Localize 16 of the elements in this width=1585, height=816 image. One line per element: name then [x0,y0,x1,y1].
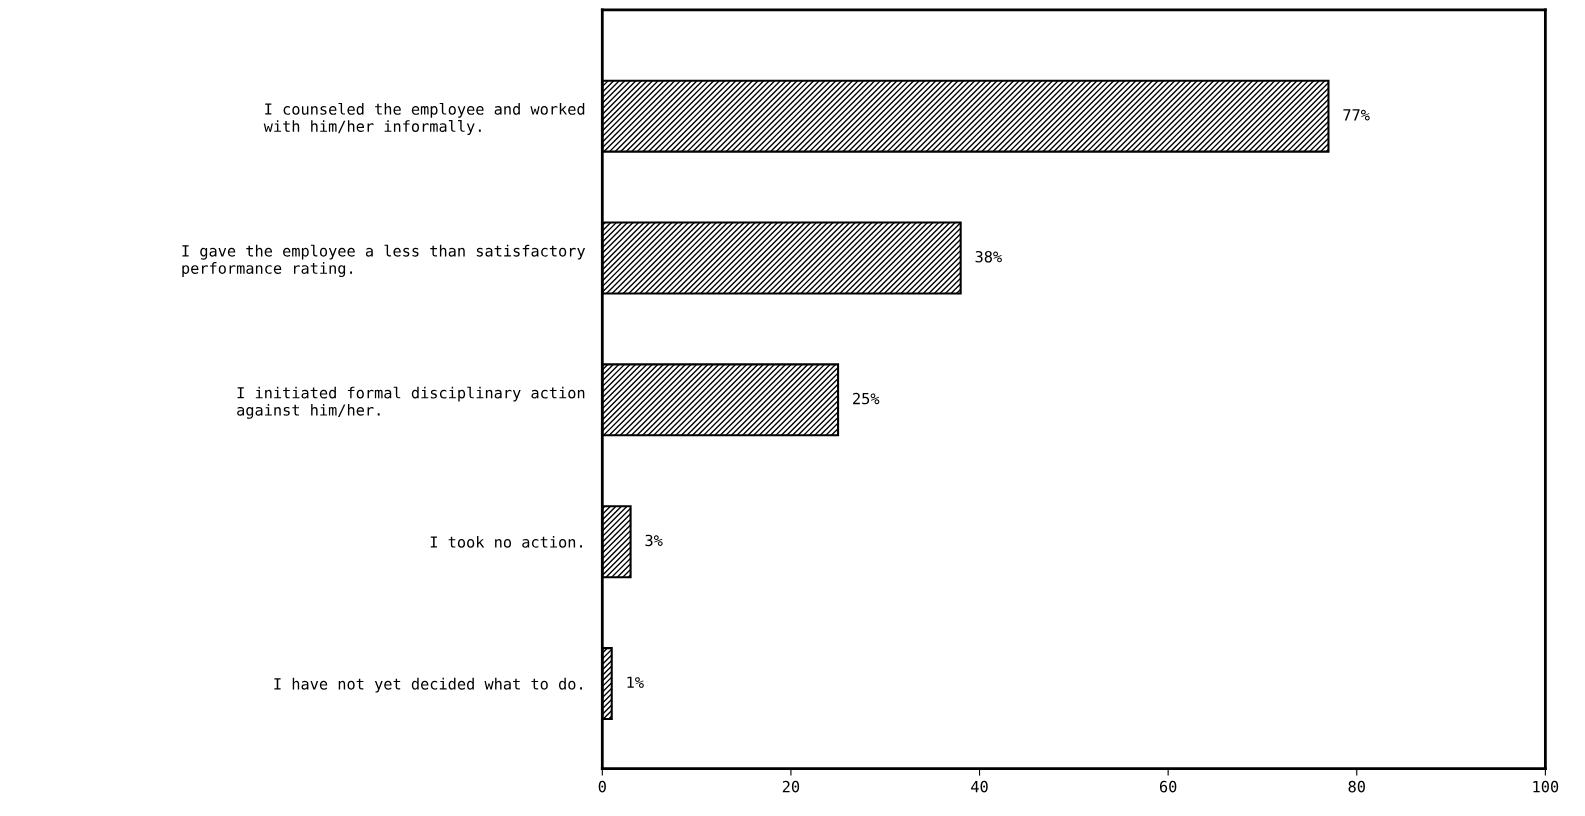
y-tick-label: I initiated formal disciplinary action against him/her. [237,386,585,419]
data-label: 3% [645,534,663,547]
data-label: 25% [853,392,880,405]
x-tick-label: 80 [1348,780,1365,793]
y-tick-label: I gave the employee a less than satisfactory performance rating. [182,244,586,278]
y-tick-label: I counseled the employee and worked with him/her informally. [263,102,585,135]
x-tick-label: 20 [782,780,800,793]
data-label: 1% [627,676,644,688]
x-tick-label: 60 [1159,780,1177,793]
y-tick-label: I took no action. [430,535,582,548]
y-tick-label: I have not yet decided what to do. [274,677,582,693]
x-tick-label: 100 [1533,780,1559,793]
x-tick-label: 0 [598,780,606,793]
x-tick-label: 40 [971,780,988,793]
data-label: 77% [1343,109,1370,121]
data-label: 38% [975,250,1002,263]
